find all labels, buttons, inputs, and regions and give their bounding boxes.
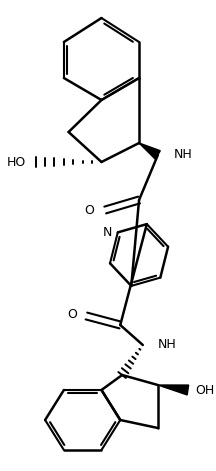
Text: HO: HO xyxy=(7,155,26,169)
Text: NH: NH xyxy=(158,339,177,351)
Polygon shape xyxy=(158,385,189,395)
Text: OH: OH xyxy=(195,383,215,397)
Polygon shape xyxy=(139,143,160,159)
Text: O: O xyxy=(67,309,77,322)
Text: N: N xyxy=(103,226,112,239)
Text: O: O xyxy=(84,203,94,217)
Text: NH: NH xyxy=(174,148,193,162)
